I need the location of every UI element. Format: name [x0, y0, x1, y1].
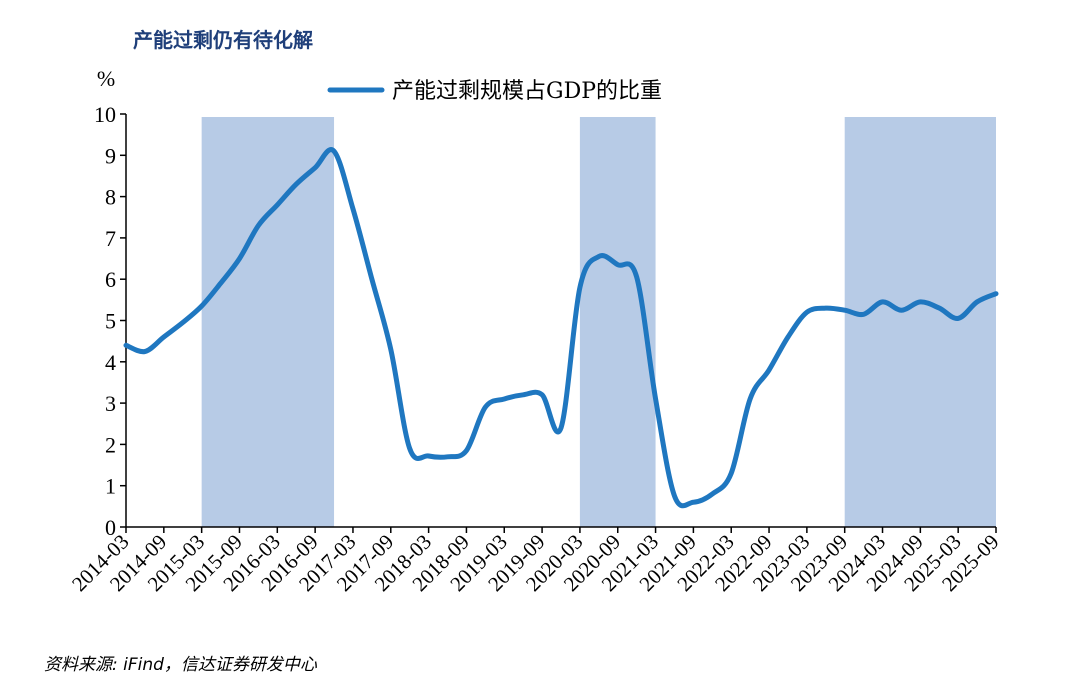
y-unit-label: %: [97, 66, 115, 91]
chart-title: 产能过剩仍有待化解: [133, 28, 313, 52]
series-lines: [123, 147, 999, 509]
axes: 012345678910%2014-032014-092015-032015-0…: [67, 66, 1003, 596]
y-tick-label: 1: [105, 474, 116, 499]
y-tick-label: 10: [94, 102, 116, 127]
y-tick-label: 5: [105, 309, 116, 334]
shaded-period-3: [844, 117, 996, 527]
y-tick-label: 8: [105, 185, 116, 210]
y-tick-label: 6: [105, 267, 116, 292]
y-tick-label: 3: [105, 391, 116, 416]
y-tick-label: 2: [105, 432, 116, 457]
series-line-1: [123, 147, 999, 509]
y-tick-label: 4: [105, 350, 116, 375]
shaded-period-1: [201, 117, 335, 527]
source-note: 资料来源: iFind，信达证券研发中心: [44, 655, 317, 675]
y-tick-label: 0: [105, 515, 116, 540]
y-tick-label: 9: [105, 143, 116, 168]
legend-label: 产能过剩规模占GDP的比重: [392, 79, 662, 104]
y-tick-label: 7: [105, 226, 116, 251]
shaded-periods: [201, 117, 996, 527]
legend: 产能过剩规模占GDP的比重: [327, 79, 662, 104]
